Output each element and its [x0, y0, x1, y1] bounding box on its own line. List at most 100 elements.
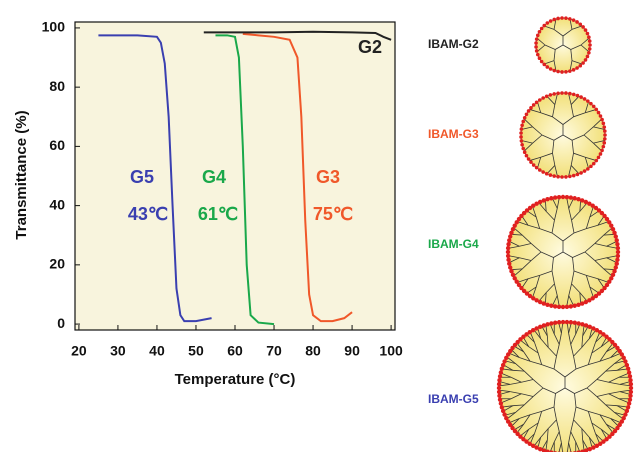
x-tick-label: 100 — [379, 343, 403, 359]
end-group — [628, 378, 632, 382]
end-group — [627, 370, 631, 374]
end-group — [532, 163, 536, 167]
end-group — [586, 167, 590, 171]
end-group — [500, 405, 504, 409]
x-tick-label: 70 — [266, 343, 282, 359]
end-group — [535, 49, 539, 53]
end-group — [520, 123, 524, 127]
end-group — [542, 63, 546, 67]
end-group — [542, 198, 546, 202]
end-group — [588, 39, 592, 43]
end-group — [579, 95, 583, 99]
end-group — [507, 238, 511, 242]
end-group — [552, 69, 556, 73]
end-group — [552, 174, 556, 178]
end-group — [498, 397, 502, 401]
annotation: 75℃ — [313, 204, 353, 224]
dendrimer — [497, 320, 633, 452]
end-group — [498, 374, 502, 378]
x-tick-label: 60 — [227, 343, 243, 359]
y-axis-label: Transmittance (%) — [13, 110, 30, 239]
end-group — [545, 197, 549, 201]
end-group — [576, 321, 580, 325]
y-tick-label: 0 — [57, 315, 65, 331]
end-group — [549, 304, 553, 308]
figure: Temperature (°C) Transmittance (%) 20304… — [0, 0, 638, 452]
end-group — [572, 304, 576, 308]
dendrimer — [534, 16, 592, 74]
x-axis-label: Temperature (°C) — [175, 371, 296, 388]
end-group — [584, 28, 588, 32]
end-group — [564, 91, 568, 95]
end-group — [616, 250, 620, 254]
end-group — [599, 152, 603, 156]
end-group — [525, 112, 529, 116]
end-group — [578, 64, 582, 68]
end-group — [594, 159, 598, 163]
end-group — [520, 143, 524, 147]
end-group — [545, 303, 549, 307]
end-group — [499, 370, 503, 374]
end-group — [612, 231, 616, 235]
end-group — [527, 109, 531, 113]
end-group — [549, 196, 553, 200]
end-group — [560, 91, 564, 95]
series-label: G2 — [358, 37, 382, 57]
end-group — [538, 98, 542, 102]
end-group — [521, 120, 525, 124]
end-group — [572, 93, 576, 97]
end-group — [602, 122, 606, 126]
end-group — [589, 165, 593, 169]
end-group — [549, 19, 553, 23]
end-group — [538, 30, 542, 34]
end-group — [615, 242, 619, 246]
end-group — [580, 322, 584, 326]
end-group — [497, 382, 501, 386]
end-group — [535, 166, 539, 170]
end-group — [534, 41, 538, 45]
end-group — [564, 70, 568, 74]
end-group — [508, 234, 512, 238]
end-group — [589, 102, 593, 106]
end-group — [520, 127, 524, 131]
end-group — [572, 174, 576, 178]
end-group — [629, 382, 633, 386]
end-group — [556, 91, 560, 95]
end-group — [615, 258, 619, 262]
end-group — [576, 173, 580, 177]
end-group — [549, 321, 553, 325]
end-group — [573, 321, 577, 325]
end-group — [561, 320, 565, 324]
end-group — [552, 18, 556, 22]
end-group — [629, 386, 633, 390]
end-group — [564, 16, 568, 20]
x-tick-label: 30 — [110, 343, 126, 359]
end-group — [549, 93, 553, 97]
end-group — [629, 390, 633, 394]
end-group — [576, 94, 580, 98]
end-group — [586, 55, 590, 59]
end-group — [556, 17, 560, 21]
end-group — [568, 69, 572, 73]
end-group — [552, 92, 556, 96]
x-tick-label: 80 — [305, 343, 321, 359]
end-group — [499, 401, 503, 405]
end-group — [553, 304, 557, 308]
end-group — [614, 265, 618, 269]
end-group — [557, 305, 561, 309]
end-group — [572, 196, 576, 200]
end-group — [556, 70, 560, 74]
dendrimer — [519, 91, 607, 179]
end-group — [594, 108, 598, 112]
end-group — [529, 106, 533, 110]
end-group — [592, 105, 596, 109]
y-tick-label: 40 — [49, 196, 65, 212]
end-group — [556, 175, 560, 179]
end-group — [572, 18, 576, 22]
end-group — [529, 160, 533, 164]
end-group — [541, 170, 545, 174]
end-group — [602, 125, 606, 129]
end-group — [549, 67, 553, 71]
dendrimer-label: IBAM-G2 — [428, 37, 479, 51]
end-group — [497, 386, 501, 390]
